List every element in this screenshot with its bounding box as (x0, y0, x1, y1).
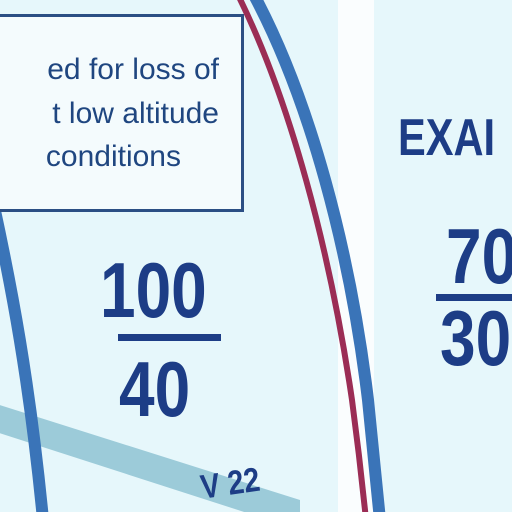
example-label: EXAI (398, 109, 496, 167)
note-line-2: t low altitude (52, 97, 219, 130)
airway-label: V 22 (198, 460, 263, 507)
example-floor-label: 30 (440, 294, 512, 382)
note-line-1: ed for loss of (47, 53, 219, 86)
example-ceiling-label: 70 (446, 212, 512, 300)
right-boundary-line (249, 0, 386, 512)
altitude-divider (118, 334, 221, 341)
altitude-ceiling-label: 100 (100, 246, 207, 334)
example-divider (436, 294, 512, 301)
altitude-floor-label: 40 (119, 345, 191, 433)
airway-band (0, 405, 300, 512)
left-boundary-line (0, 205, 49, 512)
chart-note-box: ed for loss of t low altitude conditions (0, 14, 244, 212)
note-line-3: conditions (45, 140, 181, 173)
maroon-boundary-line (237, 0, 369, 512)
